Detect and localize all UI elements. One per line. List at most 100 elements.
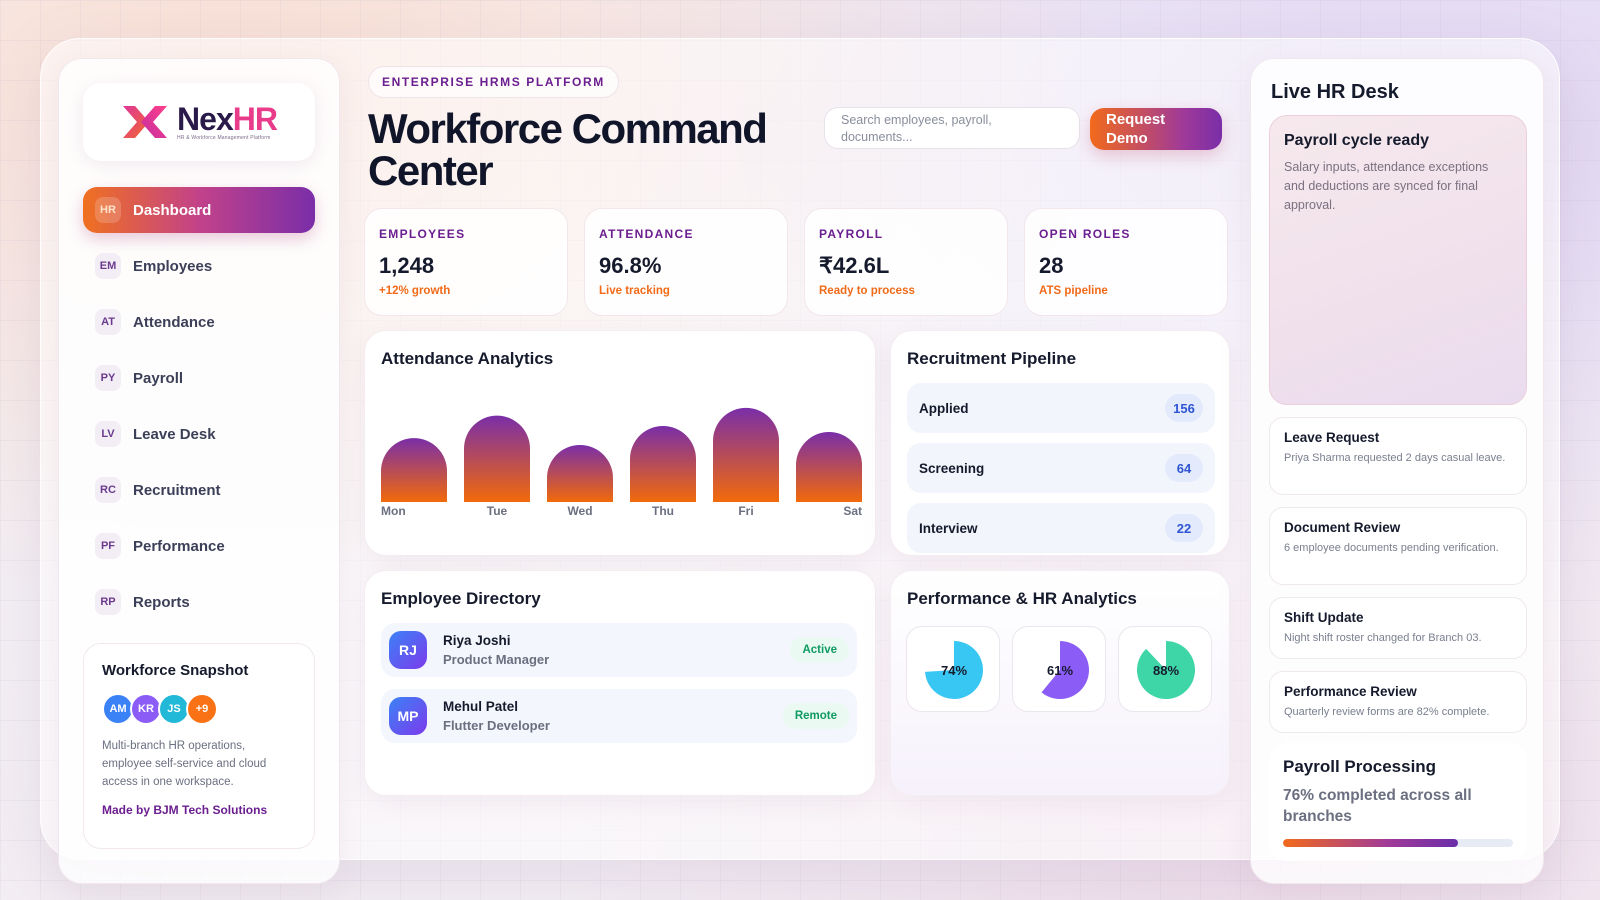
pipeline-count-badge: 22 [1165, 514, 1203, 542]
nav-item-employees[interactable]: EM Employees [83, 243, 315, 289]
payroll-processing-subtitle: 76% completed across all branches [1283, 787, 1472, 825]
employee-info: Mehul Patel Flutter Developer [443, 699, 550, 733]
hero-description: Salary inputs, attendance exceptions and… [1284, 160, 1489, 212]
nav-label: Reports [133, 593, 190, 611]
stat-card-employees[interactable]: EMPLOYEES 1,248 +12% growth [364, 208, 568, 316]
employee-directory-card: Employee Directory RJ Riya Joshi Product M… [364, 570, 876, 796]
attendance-bar-thu[interactable] [630, 426, 696, 502]
stat-note: Live tracking [599, 285, 670, 297]
pipeline-stage-label: Applied [919, 400, 969, 416]
attendance-bar-fri[interactable] [713, 407, 779, 502]
page-title: Workforce Command Center [368, 105, 768, 194]
stat-label: PAYROLL [819, 227, 884, 241]
pipeline-stage-label: Interview [919, 520, 978, 536]
performance-metric-card[interactable]: 74% [906, 626, 1000, 712]
snapshot-description: Multi-branch HR operations, employee sel… [102, 740, 267, 788]
nav-item-reports[interactable]: RP Reports [83, 579, 315, 625]
payroll-progress-bar [1283, 839, 1513, 847]
pipeline-stage-label: Screening [919, 460, 985, 476]
attendance-tick-label: Mon [381, 504, 406, 518]
nav-item-dashboard[interactable]: HR Dashboard [83, 187, 315, 233]
performance-metric-card[interactable]: 61% [1012, 626, 1106, 712]
attendance-title: Attendance Analytics [381, 349, 554, 368]
employee-avatar: MP [389, 697, 427, 735]
performance-pie-label: 88% [1153, 663, 1179, 678]
performance-pie-label: 74% [941, 663, 967, 678]
pipeline-stage-interview[interactable]: Interview 22 [907, 503, 1215, 553]
note-title: Shift Update [1284, 610, 1364, 625]
stat-value: 28 [1039, 253, 1064, 278]
attendance-tick-label: Sat [843, 504, 862, 518]
avatar: JS [158, 693, 190, 725]
employee-row[interactable]: RJ Riya Joshi Product Manager Active [381, 623, 857, 677]
nav-code-badge: AT [95, 309, 121, 335]
avatar: AM [102, 693, 134, 725]
live-hr-desk: Live HR Desk Payroll cycle ready Salary … [1250, 58, 1544, 884]
stat-card-payroll[interactable]: PAYROLL ₹42.6L Ready to process [804, 208, 1008, 316]
payroll-progress-fill [1283, 839, 1458, 847]
performance-pie-chart: 88% [1137, 641, 1195, 699]
stat-label: EMPLOYEES [379, 227, 466, 241]
attendance-tick-label: Wed [567, 504, 592, 518]
stat-card-attendance[interactable]: ATTENDANCE 96.8% Live tracking [584, 208, 788, 316]
desk-note-shift-update[interactable]: Shift Update Night shift roster changed f… [1269, 597, 1527, 659]
brand-logo[interactable]: NexHR HR & Workforce Management Platform [83, 83, 315, 161]
employee-status-badge: Active [790, 637, 849, 663]
payroll-cycle-card[interactable]: Payroll cycle ready Salary inputs, atten… [1269, 115, 1527, 405]
nav-code-badge: EM [95, 253, 121, 279]
nav-item-payroll[interactable]: PY Payroll [83, 355, 315, 401]
sidebar-nav: HR Dashboard EM Employees AT Attendance PY Payr… [83, 187, 315, 635]
recruitment-pipeline-card: Recruitment Pipeline Applied 156 Screening… [890, 330, 1230, 556]
pipeline-count-badge: 64 [1165, 454, 1203, 482]
avatar-group[interactable]: AM KR JS +9 [102, 693, 296, 725]
stat-note: +12% growth [379, 285, 451, 297]
employee-info: Riya Joshi Product Manager [443, 633, 549, 667]
desk-note-document-review[interactable]: Document Review 6 employee documents pend… [1269, 507, 1527, 585]
credit-text: Made by BJM Tech Solutions [102, 803, 268, 817]
nav-label: Employees [133, 257, 213, 275]
desk-title: Live HR Desk [1271, 81, 1399, 103]
note-description: Night shift roster changed for Branch 03… [1284, 632, 1482, 644]
performance-title: Performance & HR Analytics [907, 589, 1137, 608]
pipeline-count-badge: 156 [1165, 394, 1203, 422]
employee-row[interactable]: MP Mehul Patel Flutter Developer Remote [381, 689, 857, 743]
nav-item-leave-desk[interactable]: LV Leave Desk [83, 411, 315, 457]
desk-note-performance-review[interactable]: Performance Review Quarterly review forms… [1269, 671, 1527, 733]
attendance-bar-sat[interactable] [796, 432, 862, 502]
platform-kicker: ENTERPRISE HRMS PLATFORM [368, 66, 619, 98]
performance-pie-slice [1137, 641, 1195, 699]
nav-code-badge: LV [95, 421, 121, 447]
nav-label: Payroll [133, 369, 184, 387]
attendance-bar-wed[interactable] [547, 445, 613, 502]
desk-note-leave-request[interactable]: Leave Request Priya Sharma requested 2 da… [1269, 417, 1527, 495]
nav-item-attendance[interactable]: AT Attendance [83, 299, 315, 345]
directory-title: Employee Directory [381, 589, 541, 608]
stat-card-open-roles[interactable]: OPEN ROLES 28 ATS pipeline [1024, 208, 1228, 316]
note-description: Quarterly review forms are 82% complete. [1284, 706, 1490, 718]
snapshot-title: Workforce Snapshot [102, 662, 249, 679]
stat-value: ₹42.6L [819, 253, 890, 278]
nav-label: Recruitment [133, 481, 221, 499]
request-demo-button[interactable]: Request Demo [1090, 108, 1222, 150]
stat-note: ATS pipeline [1039, 285, 1108, 297]
pipeline-stage-applied[interactable]: Applied 156 [907, 383, 1215, 433]
stat-label: ATTENDANCE [599, 227, 694, 241]
payroll-processing-card: Payroll Processing 76% completed across … [1269, 743, 1527, 861]
employee-role: Product Manager [443, 652, 550, 667]
attendance-bar-mon[interactable] [381, 438, 447, 502]
logo-x-icon [123, 106, 168, 138]
performance-metric-card[interactable]: 88% [1118, 626, 1212, 712]
search-input[interactable]: Search employees, payroll, documents... [824, 107, 1080, 149]
nav-item-performance[interactable]: PF Performance [83, 523, 315, 569]
hero-title: Payroll cycle ready [1284, 132, 1429, 149]
note-description: Priya Sharma requested 2 days casual lea… [1284, 452, 1506, 464]
nav-code-badge: RP [95, 589, 121, 615]
nav-label: Dashboard [133, 201, 212, 219]
payroll-processing-title: Payroll Processing [1283, 757, 1437, 776]
performance-pie-label: 61% [1047, 663, 1073, 678]
pipeline-stage-screening[interactable]: Screening 64 [907, 443, 1215, 493]
stat-note: Ready to process [819, 285, 915, 297]
nav-item-recruitment[interactable]: RC Recruitment [83, 467, 315, 513]
attendance-bar-tue[interactable] [464, 415, 530, 502]
pipeline-title: Recruitment Pipeline [907, 349, 1077, 368]
